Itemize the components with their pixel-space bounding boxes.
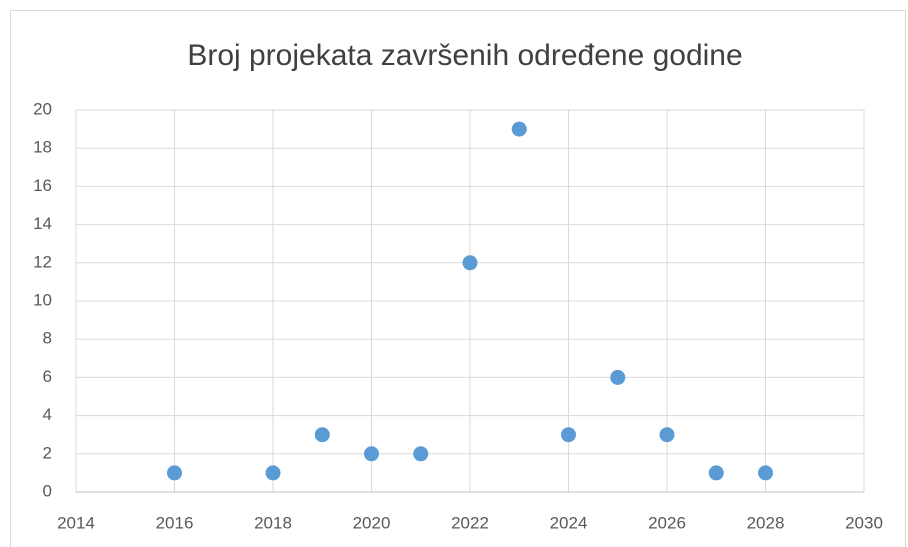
point xyxy=(364,446,379,462)
point xyxy=(610,369,626,385)
x-tick-label: 2014 xyxy=(57,513,95,532)
x-tick-label: 2020 xyxy=(353,513,391,532)
point xyxy=(758,465,773,481)
y-tick-label: 0 xyxy=(43,481,52,500)
y-tick-label: 16 xyxy=(33,176,52,195)
x-tick-label: 2022 xyxy=(451,513,489,532)
chart-frame xyxy=(10,10,906,547)
y-tick-label: 8 xyxy=(43,329,52,348)
point xyxy=(561,427,576,443)
x-tick-label: 2030 xyxy=(845,513,883,532)
point xyxy=(314,427,330,443)
y-tick-label: 12 xyxy=(33,252,52,271)
x-tick-label: 2016 xyxy=(156,513,194,532)
x-tick-label: 2024 xyxy=(550,513,588,532)
point xyxy=(511,121,527,137)
y-tick-label: 6 xyxy=(43,367,52,386)
point xyxy=(659,427,675,443)
point xyxy=(265,465,281,481)
y-tick-label: 18 xyxy=(33,138,52,157)
point xyxy=(413,446,429,462)
y-tick-label: 14 xyxy=(33,214,52,233)
chart-title: Broj projekata završenih određene godine xyxy=(187,39,742,72)
point xyxy=(462,255,478,271)
x-tick-label: 2018 xyxy=(254,513,292,532)
point xyxy=(167,465,182,481)
y-tick-label: 4 xyxy=(43,405,52,424)
y-tick-label: 10 xyxy=(33,290,52,309)
y-tick-label: 20 xyxy=(33,99,52,118)
y-tick-label: 2 xyxy=(43,443,52,462)
point xyxy=(708,465,724,481)
x-tick-label: 2026 xyxy=(648,513,686,532)
x-tick-label: 2028 xyxy=(747,513,785,532)
